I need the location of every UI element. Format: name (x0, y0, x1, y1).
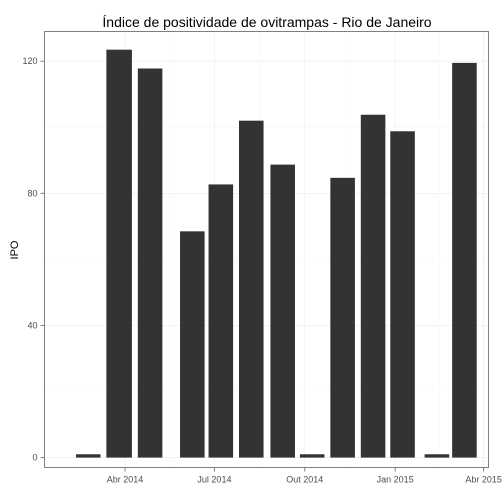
bar (360, 114, 386, 458)
x-tick-label: Abr 2015 (465, 475, 502, 485)
bar (238, 120, 264, 458)
bar (390, 131, 415, 458)
bar (330, 177, 355, 458)
bar (452, 62, 477, 458)
y-axis-label: IPO (9, 240, 21, 259)
x-tick-label: Out 2014 (286, 475, 323, 485)
y-tick-label: 80 (27, 188, 37, 198)
bars (75, 49, 477, 458)
bar (208, 184, 234, 458)
bar (75, 454, 101, 458)
bar (106, 49, 132, 458)
y-tick-label: 40 (27, 320, 37, 330)
y-tick-label: 120 (22, 56, 37, 66)
bar (424, 454, 450, 458)
plot-panel (44, 31, 489, 468)
x-tick-label: Jan 2015 (377, 475, 414, 485)
bar (137, 68, 163, 458)
chart-title: Índice de positividade de ovitrampas - R… (102, 14, 431, 30)
bar (299, 454, 325, 458)
bar (180, 231, 205, 458)
x-tick-label: Jul 2014 (197, 475, 231, 485)
y-tick-label: 0 (32, 453, 37, 463)
x-tick-label: Abr 2014 (107, 475, 144, 485)
y-axis: 0 40 80 120 (22, 56, 45, 463)
bar (270, 164, 295, 458)
x-axis: Abr 2014 Jul 2014 Out 2014 Jan 2015 Abr 2015 (107, 467, 502, 485)
